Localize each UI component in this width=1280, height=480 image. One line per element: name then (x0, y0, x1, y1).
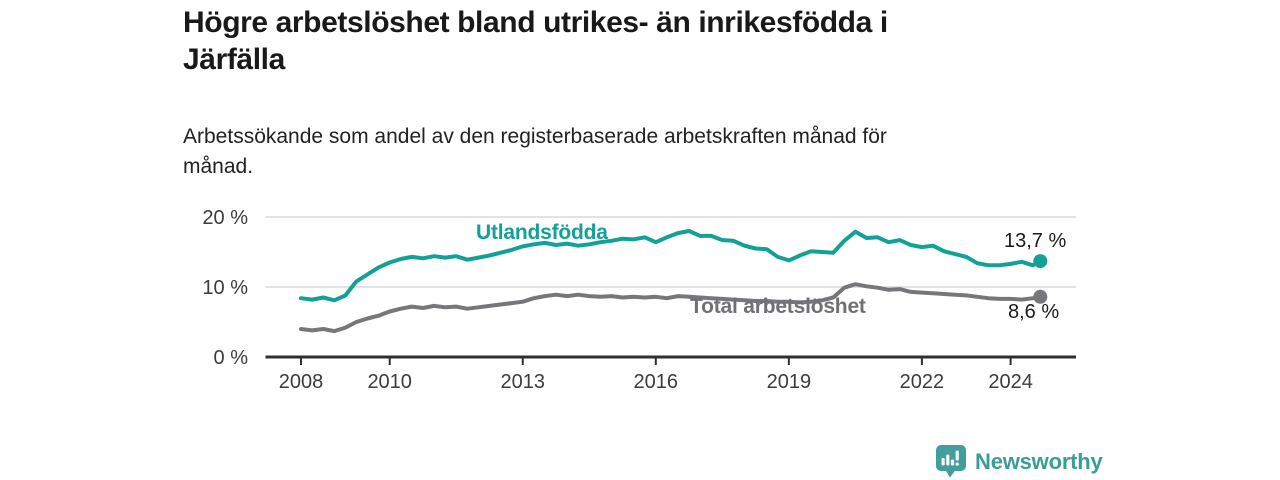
x-tick-label: 2019 (767, 371, 812, 393)
subtitle-line-2: månad. (183, 155, 254, 178)
series-end-dot (1033, 289, 1048, 304)
newsworthy-icon (936, 445, 966, 478)
newsworthy-wordmark: Newsworthy (975, 448, 1103, 474)
y-tick-label: 10 % (202, 277, 248, 299)
x-tick-label: 2022 (900, 371, 945, 393)
y-tick-label: 0 % (214, 347, 249, 369)
series-line (299, 229, 1043, 303)
title-line-1: Högre arbetslöshet bland utrikes- än inr… (183, 6, 888, 39)
x-tick-label: 2010 (367, 371, 412, 393)
series-label-utlandsfodda: Utlandsfödda (476, 221, 608, 244)
x-tick-label: 2013 (501, 371, 546, 393)
chart-subtitle: Arbetssökande som andel av den registerb… (183, 122, 887, 182)
x-tick-label: 2016 (634, 371, 679, 393)
page-title: Högre arbetslöshet bland utrikes- än inr… (183, 4, 888, 78)
x-tick-label: 2008 (279, 371, 324, 393)
title-line-2: Järfälla (183, 43, 285, 76)
newsworthy-logo-link[interactable]: Newsworthy (936, 445, 1103, 478)
x-tick-label: 2024 (988, 371, 1033, 393)
subtitle-line-1: Arbetssökande som andel av den registerb… (183, 125, 887, 148)
end-value-label-total: 8,6 % (1008, 301, 1060, 323)
y-tick-label: 20 % (202, 207, 248, 229)
series-label-total-arbetsloshet: Total arbetslöshet (690, 295, 866, 318)
series-end-dot (1033, 254, 1048, 269)
series-line (299, 282, 1043, 334)
end-value-label-utlandsfodda: 13,7 % (1004, 230, 1067, 252)
